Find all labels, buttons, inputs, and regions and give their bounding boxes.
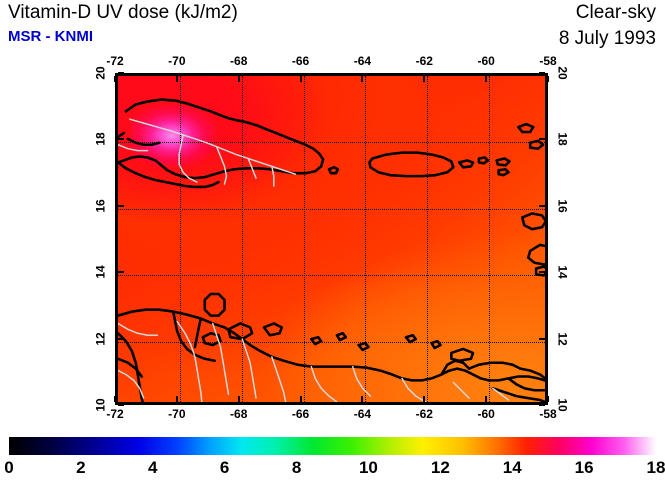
xtick-mark-bottom (299, 396, 302, 402)
ytick-mark-right (539, 404, 545, 406)
colorbar-tick-label: 18 (646, 458, 665, 477)
xtick-mark-bottom (175, 396, 178, 402)
colorbar (9, 437, 656, 455)
ytick-label-right: 14 (555, 265, 570, 279)
ytick-mark-left (118, 337, 124, 340)
xtick-mark-bottom (237, 396, 240, 402)
xtick-mark-bottom (361, 396, 364, 402)
ytick-mark-right (539, 337, 545, 340)
xtick-mark-top (423, 76, 426, 82)
xtick-label-top: -70 (168, 54, 186, 68)
colorbar-tick-label: 10 (358, 458, 378, 477)
ytick-label-right: 18 (555, 132, 570, 147)
colorbar-tick-label: 16 (574, 458, 594, 477)
ytick-mark-left (118, 204, 124, 207)
ytick-label-right: 20 (555, 66, 570, 80)
uv-dose-heatmap-field (118, 76, 545, 402)
xtick-label-bottom: -72 (106, 407, 124, 421)
map-plot-area (115, 73, 548, 405)
ytick-mark-right (539, 204, 545, 207)
xtick-mark-top (175, 76, 178, 82)
ytick-mark-left (118, 138, 124, 141)
colorbar-tick-label: 14 (502, 458, 522, 477)
xtick-label-top: -60 (477, 54, 495, 68)
xtick-mark-top (114, 76, 116, 82)
xtick-mark-bottom (485, 396, 488, 402)
xtick-label-bottom: -64 (353, 407, 372, 421)
colorbar-tick-label: 2 (76, 458, 86, 477)
xtick-label-bottom: -68 (230, 407, 248, 421)
xtick-label-top: -58 (539, 54, 557, 68)
ytick-mark-right (539, 72, 545, 74)
xtick-mark-bottom (423, 396, 426, 402)
ytick-label-left: 10 (93, 398, 108, 412)
ytick-label-right: 10 (555, 398, 570, 412)
xtick-label-top: -66 (291, 54, 310, 68)
xtick-label-bottom: -70 (168, 407, 186, 421)
xtick-mark-top (299, 76, 302, 82)
ytick-label-right: 12 (555, 331, 570, 346)
coastline-overlay (118, 98, 545, 402)
colorbar-tick-label: 6 (219, 458, 230, 477)
xtick-mark-top (485, 76, 488, 82)
ytick-label-left: 12 (93, 331, 108, 346)
xtick-label-bottom: -58 (539, 407, 557, 421)
ytick-label-right: 16 (555, 199, 570, 213)
colorbar-gradient (9, 437, 656, 455)
ytick-mark-right (539, 138, 545, 141)
sky-condition-label: Clear-sky (575, 2, 656, 23)
xtick-label-top: -62 (415, 54, 433, 68)
ytick-mark-right (539, 271, 545, 274)
xtick-label-bottom: -66 (291, 407, 310, 421)
colorbar-tick-label: 0 (4, 458, 14, 477)
data-source-label: MSR - KNMI (8, 28, 93, 45)
ytick-label-left: 18 (93, 132, 108, 147)
xtick-mark-top (547, 76, 549, 82)
chart-header: Vitamin-D UV dose (kJ/m2) MSR - KNMI Cle… (0, 0, 665, 52)
ytick-label-left: 16 (93, 199, 108, 213)
colorbar-tick-label: 4 (148, 458, 158, 477)
xtick-mark-top (361, 76, 364, 82)
ytick-label-left: 14 (93, 265, 108, 279)
date-label: 8 July 1993 (558, 28, 656, 49)
xtick-label-top: -68 (230, 54, 248, 68)
xtick-mark-bottom (547, 396, 549, 402)
ytick-mark-left (118, 404, 124, 406)
page-title: Vitamin-D UV dose (kJ/m2) (8, 2, 238, 23)
colorbar-tick-label: 12 (430, 458, 450, 477)
ytick-mark-left (118, 72, 124, 74)
xtick-label-top: -64 (353, 54, 372, 68)
xtick-label-top: -72 (106, 54, 124, 68)
xtick-mark-top (237, 76, 240, 82)
ytick-label-left: 20 (93, 66, 108, 80)
xtick-label-bottom: -62 (415, 407, 433, 421)
xtick-label-bottom: -60 (477, 407, 495, 421)
ytick-mark-left (118, 271, 124, 274)
colorbar-tick-label: 8 (291, 458, 302, 477)
xtick-mark-bottom (114, 396, 116, 402)
